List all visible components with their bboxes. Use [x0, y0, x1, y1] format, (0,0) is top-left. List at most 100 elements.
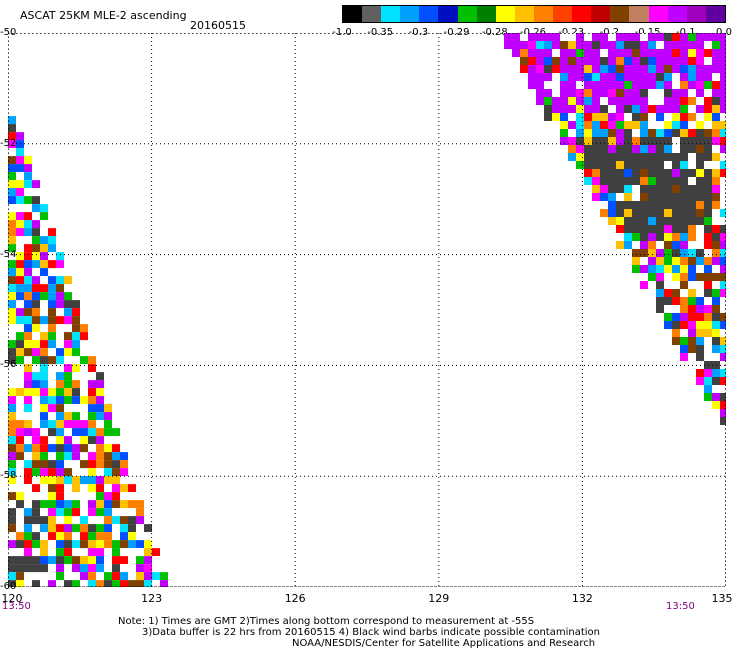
wind-cell: [648, 241, 656, 249]
wind-cell: [552, 81, 560, 89]
wind-cell: [48, 244, 56, 253]
wind-cell: [128, 532, 136, 541]
wind-cell: [712, 89, 720, 97]
wind-cell: [664, 289, 672, 297]
wind-cell: [8, 516, 16, 525]
wind-cell: [16, 244, 24, 253]
wind-cell: [624, 89, 632, 97]
wind-cell: [664, 97, 672, 105]
wind-cell: [48, 556, 56, 565]
wind-cell: [688, 321, 696, 329]
wind-cell: [88, 364, 96, 373]
wind-cell: [16, 180, 24, 189]
wind-cell: [608, 57, 616, 65]
wind-cell: [40, 284, 48, 293]
wind-cell: [576, 105, 584, 113]
wind-cell: [664, 33, 672, 41]
wind-cell: [640, 233, 648, 241]
wind-cell: [584, 145, 592, 153]
wind-cell: [704, 369, 712, 377]
wind-cell: [544, 81, 552, 89]
wind-cell: [56, 404, 64, 413]
wind-cell: [720, 169, 726, 177]
wind-cell: [648, 137, 656, 145]
wind-cell: [32, 532, 40, 541]
wind-cell: [96, 452, 104, 461]
wind-cell: [672, 329, 680, 337]
wind-cell: [632, 217, 640, 225]
wind-cell: [40, 348, 48, 357]
wind-cell: [88, 420, 96, 429]
wind-cell: [8, 164, 16, 173]
wind-cell: [704, 169, 712, 177]
wind-cell: [64, 292, 72, 301]
wind-cell: [56, 260, 64, 269]
wind-cell: [8, 212, 16, 221]
wind-cell: [712, 393, 720, 401]
wind-cell: [552, 49, 560, 57]
wind-cell: [16, 436, 24, 445]
wind-cell: [56, 292, 64, 301]
wind-cell: [720, 153, 726, 161]
wind-cell: [48, 332, 56, 341]
wind-cell: [672, 193, 680, 201]
wind-cell: [616, 41, 624, 49]
wind-cell: [656, 177, 664, 185]
wind-cell: [64, 356, 72, 365]
wind-cell: [56, 316, 64, 325]
wind-cell: [640, 169, 648, 177]
wind-cell: [712, 241, 720, 249]
wind-cell: [616, 209, 624, 217]
wind-cell: [624, 169, 632, 177]
wind-cell: [664, 137, 672, 145]
wind-cell: [64, 548, 72, 557]
wind-cell: [40, 428, 48, 437]
wind-cell: [560, 73, 568, 81]
wind-cell: [616, 49, 624, 57]
wind-cell: [576, 121, 584, 129]
wind-cell: [664, 105, 672, 113]
wind-cell: [720, 97, 726, 105]
wind-cell: [584, 57, 592, 65]
wind-cell: [48, 444, 56, 453]
wind-cell: [704, 345, 712, 353]
wind-cell: [128, 500, 136, 509]
wind-cell: [24, 212, 32, 221]
wind-cell: [568, 33, 576, 41]
wind-cell: [632, 105, 640, 113]
wind-cell: [600, 145, 608, 153]
wind-cell: [712, 217, 720, 225]
wind-cell: [696, 33, 704, 41]
wind-cell: [632, 241, 640, 249]
wind-cell: [80, 580, 88, 587]
wind-cell: [120, 492, 128, 501]
wind-cell: [552, 121, 560, 129]
wind-cell: [504, 33, 512, 41]
wind-cell: [608, 225, 616, 233]
wind-cell: [88, 404, 96, 413]
wind-cell: [688, 65, 696, 73]
wind-cell: [56, 556, 64, 565]
wind-cell: [696, 161, 704, 169]
wind-cell: [608, 177, 616, 185]
wind-cell: [64, 364, 72, 373]
wind-cell: [56, 340, 64, 349]
wind-cell: [16, 388, 24, 397]
wind-cell: [608, 41, 616, 49]
wind-cell: [80, 540, 88, 549]
wind-cell: [704, 121, 712, 129]
wind-cell: [632, 201, 640, 209]
wind-cell: [600, 81, 608, 89]
wind-cell: [672, 289, 680, 297]
wind-cell: [8, 372, 16, 381]
wind-cell: [24, 172, 32, 181]
wind-cell: [80, 436, 88, 445]
wind-cell: [704, 65, 712, 73]
wind-cell: [32, 276, 40, 285]
wind-cell: [32, 332, 40, 341]
wind-cell: [24, 156, 32, 165]
wind-cell: [672, 313, 680, 321]
wind-cell: [576, 49, 584, 57]
wind-cell: [688, 121, 696, 129]
wind-cell: [576, 57, 584, 65]
